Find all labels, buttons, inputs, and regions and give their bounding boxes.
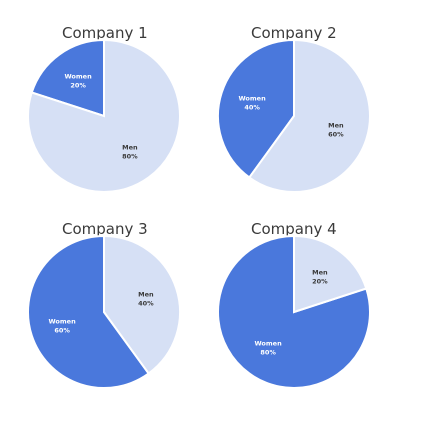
slice-label-men-pct: 20% (312, 277, 328, 285)
slice-women (30, 38, 105, 118)
chart-title: Company 2 (251, 24, 337, 42)
slice-label-men-name: Men (138, 290, 154, 298)
slice-label-women-name: Women (48, 318, 76, 326)
slice-label-women-name: Women (238, 94, 266, 102)
slice-label-women-pct: 60% (54, 327, 70, 335)
chart-company-1: Company 1 Women 20% Men 80% (27, 24, 181, 193)
slice-label-men-name: Men (312, 268, 328, 276)
slice-label-women-name: Women (64, 72, 92, 80)
slice-label-men-pct: 60% (328, 131, 344, 139)
chart-title: Company 1 (62, 24, 148, 42)
slice-label-men-name: Men (122, 144, 138, 152)
chart-title: Company 4 (251, 220, 337, 238)
slice-label-women-pct: 20% (70, 81, 86, 89)
slice-label-men-pct: 40% (138, 299, 154, 307)
chart-company-2: Company 2 Women 40% Men 60% (217, 24, 371, 193)
slice-label-women-pct: 40% (244, 103, 260, 111)
slice-men (103, 234, 181, 375)
slice-men (247, 38, 371, 193)
chart-title: Company 3 (62, 220, 148, 238)
chart-company-3: Company 3 Women 60% Men 40% (27, 220, 181, 389)
chart-company-4: Company 4 Women 80% Men 20% (217, 220, 371, 389)
slice-label-women-name: Women (254, 340, 282, 348)
slice-men (27, 38, 181, 193)
slice-women (217, 38, 295, 179)
slice-label-women-pct: 80% (260, 349, 276, 357)
slice-label-men-pct: 80% (122, 153, 138, 161)
slice-men (293, 234, 368, 314)
slice-label-men-name: Men (328, 122, 344, 130)
slice-women (27, 234, 151, 389)
